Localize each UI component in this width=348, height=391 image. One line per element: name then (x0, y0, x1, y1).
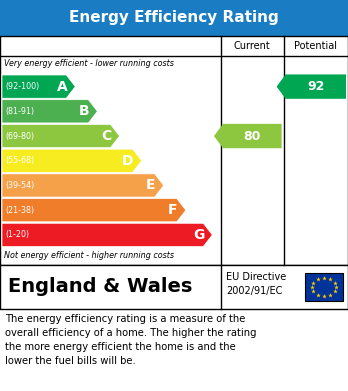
Polygon shape (2, 174, 164, 197)
Text: E: E (146, 178, 156, 192)
Text: (55-68): (55-68) (5, 156, 34, 165)
Text: Potential: Potential (294, 41, 337, 51)
Text: The energy efficiency rating is a measure of the
overall efficiency of a home. T: The energy efficiency rating is a measur… (5, 314, 256, 366)
Text: (39-54): (39-54) (5, 181, 34, 190)
Text: G: G (193, 228, 204, 242)
Text: Not energy efficient - higher running costs: Not energy efficient - higher running co… (4, 251, 174, 260)
Text: Energy Efficiency Rating: Energy Efficiency Rating (69, 10, 279, 25)
Text: EU Directive
2002/91/EC: EU Directive 2002/91/EC (226, 273, 286, 296)
Text: 80: 80 (244, 129, 261, 143)
Polygon shape (2, 124, 119, 148)
Text: 92: 92 (307, 80, 324, 93)
Text: (69-80): (69-80) (5, 131, 34, 140)
Polygon shape (2, 100, 97, 123)
Text: (1-20): (1-20) (5, 230, 29, 239)
Text: C: C (101, 129, 111, 143)
Text: (21-38): (21-38) (5, 206, 34, 215)
Text: (92-100): (92-100) (5, 82, 39, 91)
Bar (305, 273, 343, 301)
Text: Very energy efficient - lower running costs: Very energy efficient - lower running co… (4, 59, 174, 68)
Polygon shape (2, 223, 212, 246)
Polygon shape (2, 199, 186, 222)
Text: B: B (79, 104, 89, 118)
Bar (0, 265, 348, 309)
Polygon shape (214, 124, 282, 148)
Text: A: A (56, 80, 67, 93)
Polygon shape (277, 74, 346, 99)
Text: (81-91): (81-91) (5, 107, 34, 116)
Polygon shape (2, 149, 142, 172)
Text: England & Wales: England & Wales (8, 278, 192, 296)
Text: D: D (122, 154, 134, 168)
Text: F: F (168, 203, 178, 217)
Bar (0, 36, 348, 265)
Text: Current: Current (234, 41, 271, 51)
Polygon shape (2, 75, 75, 98)
Bar (0, 0, 348, 36)
